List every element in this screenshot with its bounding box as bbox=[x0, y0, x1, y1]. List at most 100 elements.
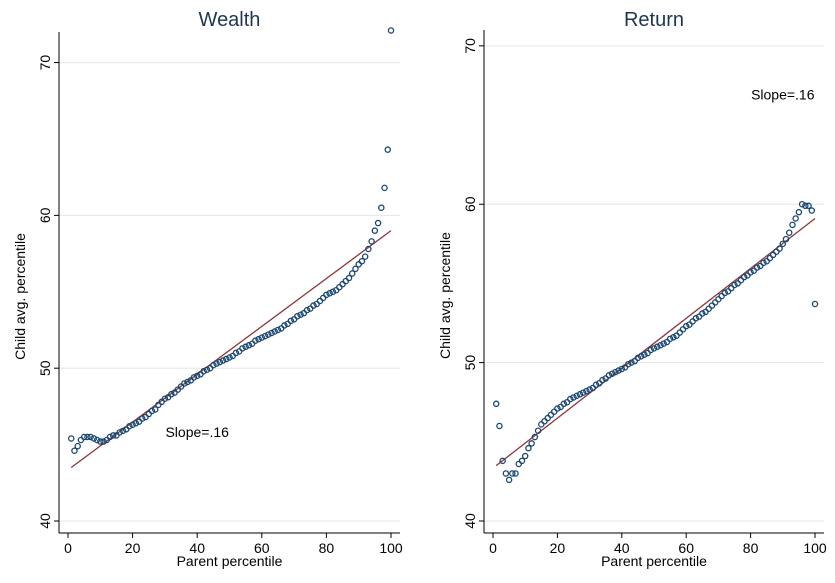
scatter-point bbox=[776, 245, 783, 252]
scatter-point bbox=[151, 406, 159, 413]
scatter-point bbox=[747, 269, 754, 276]
scatter-point bbox=[242, 343, 249, 351]
scatter-point bbox=[193, 372, 201, 380]
scatter-point bbox=[190, 374, 198, 381]
scatter-point bbox=[766, 254, 774, 262]
scatter-point bbox=[80, 433, 88, 441]
scatter-point bbox=[93, 436, 101, 444]
scatter-point bbox=[567, 395, 574, 403]
scatter-point bbox=[731, 281, 738, 289]
scatter-point bbox=[258, 334, 266, 341]
scatter-point bbox=[496, 422, 503, 430]
scatter-point bbox=[573, 392, 580, 400]
y-tick-label: 70 bbox=[37, 55, 53, 71]
scatter-point bbox=[345, 274, 353, 282]
scatter-point bbox=[560, 400, 568, 408]
scatter-point bbox=[365, 245, 372, 253]
scatter-point bbox=[521, 452, 529, 460]
scatter-point bbox=[689, 318, 696, 325]
scatter-point bbox=[161, 395, 169, 402]
scatter-point bbox=[502, 470, 510, 477]
y-axis-label: Child avg. percentile bbox=[12, 233, 28, 360]
scatter-point bbox=[297, 311, 304, 318]
scatter-point bbox=[90, 435, 98, 442]
scatter-point bbox=[554, 405, 561, 412]
scatter-point bbox=[100, 438, 107, 445]
scatter-point bbox=[740, 273, 748, 281]
scatter-point bbox=[213, 360, 220, 367]
wealth-panel: 40 50 60 70 0 20 40 60 80 100 Wealth Parent percent… bbox=[12, 9, 403, 569]
scatter-point bbox=[608, 370, 616, 377]
scatter-point bbox=[760, 259, 767, 267]
scatter-point bbox=[660, 340, 667, 347]
scatter-point bbox=[628, 359, 635, 366]
scatter-point bbox=[512, 470, 519, 477]
scatter-point bbox=[181, 380, 188, 387]
scatter-point bbox=[753, 264, 761, 271]
scatter-point bbox=[670, 334, 677, 341]
scatter-point bbox=[583, 387, 590, 395]
return-panel: 40 50 60 70 0 20 40 60 80 100 Return Parent percent… bbox=[437, 9, 827, 569]
scatter-point bbox=[126, 423, 133, 430]
scatter-point bbox=[528, 440, 535, 447]
scatter-point bbox=[132, 419, 140, 427]
scatter-point bbox=[618, 365, 626, 373]
scatter-point bbox=[550, 408, 558, 415]
scatter-point bbox=[71, 447, 78, 454]
x-axis-label: Parent percentile bbox=[601, 553, 707, 569]
scatter-point bbox=[615, 367, 622, 374]
scatter-point bbox=[216, 358, 224, 366]
scatter-point bbox=[705, 305, 712, 313]
scatter-point bbox=[84, 433, 91, 441]
scatter-point bbox=[252, 337, 259, 344]
scatter-point bbox=[676, 329, 684, 336]
scatter-point bbox=[287, 317, 295, 325]
scatter-point bbox=[525, 444, 532, 452]
scatter-point bbox=[119, 427, 127, 435]
scatter-point bbox=[184, 378, 191, 386]
scatter-point bbox=[795, 208, 803, 216]
scatter-point bbox=[74, 442, 81, 450]
scatter-point bbox=[342, 277, 350, 285]
scatter-point bbox=[97, 438, 104, 445]
scatter-point bbox=[515, 460, 523, 468]
y-tick-label: 40 bbox=[37, 513, 53, 529]
scatter-point bbox=[226, 354, 233, 361]
scatter-point bbox=[374, 219, 382, 227]
scatter-point bbox=[802, 202, 809, 210]
x-tick-label: 0 bbox=[489, 540, 497, 556]
scatter-point bbox=[319, 294, 327, 302]
scatter-point bbox=[624, 360, 632, 368]
scatter-point bbox=[265, 331, 272, 338]
x-axis-label: Parent percentile bbox=[177, 553, 283, 569]
scatter-point bbox=[634, 354, 642, 362]
scatter-point bbox=[87, 433, 94, 441]
scatter-point bbox=[239, 345, 246, 352]
scatter-point bbox=[316, 297, 324, 305]
scatter-point bbox=[381, 184, 388, 192]
scatter-point bbox=[261, 332, 269, 340]
scatter-point bbox=[534, 427, 542, 434]
y-tick-label: 40 bbox=[462, 513, 478, 529]
scatter-point bbox=[641, 351, 648, 358]
scatter-point bbox=[586, 386, 593, 393]
scatter-point bbox=[232, 349, 240, 357]
scatter-point bbox=[139, 415, 146, 422]
scatter-point bbox=[203, 366, 211, 373]
scatter-point bbox=[310, 302, 317, 309]
scatter-point bbox=[653, 343, 661, 351]
scatter-point bbox=[509, 470, 516, 477]
scatter-point bbox=[650, 345, 658, 352]
scatter-point bbox=[718, 292, 725, 300]
scatter-point bbox=[387, 27, 395, 34]
scatter-point bbox=[769, 251, 777, 259]
scatter-point bbox=[692, 315, 700, 322]
x-tick-label: 40 bbox=[189, 540, 205, 556]
scatter-point bbox=[329, 288, 337, 296]
scatter-point bbox=[492, 400, 500, 408]
fit-line bbox=[495, 217, 816, 467]
scatter-point bbox=[544, 414, 551, 422]
scatter-point bbox=[798, 200, 806, 208]
y-tick-label: 70 bbox=[462, 38, 478, 54]
